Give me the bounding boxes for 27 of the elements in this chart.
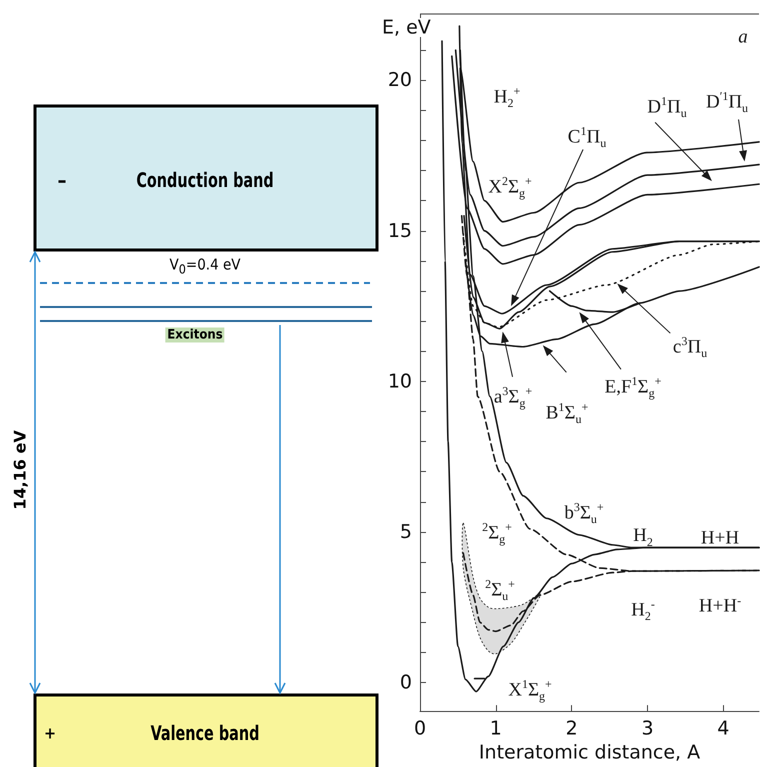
x-tick-label: 1 xyxy=(490,718,502,740)
y-tick-label: 15 xyxy=(388,220,412,242)
y-axis-title: E, eV xyxy=(382,16,431,38)
annotation: C$^{1}$Π$_{u}$ xyxy=(568,124,606,150)
text: 14,16 eV xyxy=(10,430,30,510)
text: Conduction band xyxy=(136,168,274,192)
text: + xyxy=(44,724,56,742)
text: V$_{0}$=0.4 eV xyxy=(170,256,240,276)
text: – xyxy=(58,168,66,192)
annotation: H+H$^{-}$ xyxy=(698,593,742,617)
annotation: a xyxy=(738,26,748,48)
y-tick-label: 0 xyxy=(400,671,412,694)
annotation: H+H xyxy=(700,528,740,548)
x-tick-label: 2 xyxy=(566,718,578,740)
x-axis-title: Interatomic distance, A xyxy=(478,742,700,764)
y-tick-label: 20 xyxy=(388,69,412,92)
y-tick-label: 5 xyxy=(400,520,412,543)
y-tick-label: 10 xyxy=(388,370,412,392)
x-tick-label: 4 xyxy=(717,718,730,740)
annotation: H$_{2}$ xyxy=(633,525,653,549)
x-tick-label: 3 xyxy=(641,718,654,740)
x-tick-label: 0 xyxy=(414,718,426,740)
annotation: D$^{1}$Π$_{u}$ xyxy=(647,94,687,120)
annotation: c$^{3}$Π$_{u}$ xyxy=(672,334,708,360)
text: Excitons xyxy=(165,328,225,342)
text: Valence band xyxy=(150,721,260,745)
annotation: D$^{′1}$Π$_{u}$ xyxy=(706,88,748,116)
